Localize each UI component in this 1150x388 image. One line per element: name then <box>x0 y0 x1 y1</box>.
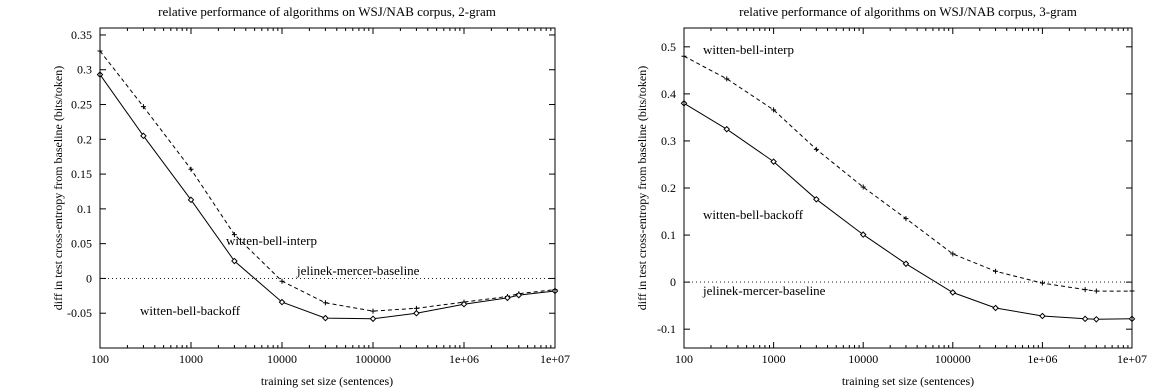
data-point-witten-bell-interp <box>813 146 819 152</box>
data-point-witten-bell-backoff <box>949 289 957 296</box>
y-tick-label: 0 <box>86 271 92 285</box>
y-tick-label: 0.3 <box>661 134 676 148</box>
series-line-witten-bell-backoff <box>99 74 556 320</box>
y-tick-label: 0.5 <box>661 40 676 54</box>
data-point-witten-bell-backoff <box>322 314 329 322</box>
plot-frame <box>99 27 556 349</box>
y-tick-label: -0.1 <box>657 322 676 336</box>
data-point-witten-bell-interp <box>1093 288 1099 294</box>
x-tick-label: 100000 <box>935 352 971 366</box>
y-tick-label: 0 <box>670 275 676 289</box>
data-point-witten-bell-backoff <box>413 309 420 317</box>
data-point-witten-bell-interp <box>724 76 730 82</box>
x-tick-label: 1e+06 <box>449 352 479 366</box>
y-tick-label: 0.25 <box>71 98 92 112</box>
label-jelinek-mercer-baseline: jelinek-mercer-baseline <box>296 263 420 278</box>
data-point-witten-bell-backoff <box>859 231 867 238</box>
data-point-witten-bell-backoff <box>504 294 511 302</box>
data-point-witten-bell-interp <box>279 278 285 284</box>
data-point-witten-bell-interp <box>771 107 777 113</box>
data-point-witten-bell-interp <box>370 308 376 314</box>
data-point-witten-bell-interp <box>860 184 866 190</box>
x-axis-label: training set size (sentences) <box>261 374 393 388</box>
y-tick-label: 0.1 <box>77 202 92 216</box>
y-tick-label: 0.35 <box>71 28 92 42</box>
y-axis-label: diff in test cross-entropy from baseline… <box>51 66 65 310</box>
y-tick-label: 0.15 <box>71 167 92 181</box>
data-point-witten-bell-backoff <box>1039 312 1046 320</box>
label-witten-bell-backoff: witten-bell-backoff <box>140 303 241 318</box>
data-point-witten-bell-interp <box>903 216 909 222</box>
y-tick-label: 0.3 <box>77 63 92 77</box>
data-point-witten-bell-interp <box>993 268 999 274</box>
data-point-witten-bell-backoff <box>460 300 468 308</box>
data-point-witten-bell-backoff <box>140 132 147 140</box>
y-tick-label: 0.4 <box>661 87 676 101</box>
chart-2gram: relative performance of algorithms on WS… <box>51 4 570 388</box>
data-point-witten-bell-backoff <box>770 158 777 165</box>
data-point-witten-bell-backoff <box>187 196 195 204</box>
data-point-witten-bell-interp <box>322 300 328 306</box>
data-point-witten-bell-interp <box>188 166 194 172</box>
x-tick-label: 1e+06 <box>1027 352 1057 366</box>
y-tick-label: 0.05 <box>71 237 92 251</box>
y-tick-label: 0.2 <box>77 132 92 146</box>
label-jelinek-mercer-baseline: jelinek-mercer-baseline <box>702 283 826 298</box>
data-point-witten-bell-backoff <box>723 125 731 133</box>
data-point-witten-bell-backoff <box>515 291 523 299</box>
data-point-witten-bell-backoff <box>278 298 286 306</box>
data-point-witten-bell-interp <box>1082 287 1088 293</box>
x-axis-label: training set size (sentences) <box>842 374 974 388</box>
data-point-witten-bell-backoff <box>231 257 238 265</box>
data-point-witten-bell-backoff <box>1081 315 1089 323</box>
data-point-witten-bell-backoff <box>369 315 377 323</box>
plot-frame <box>683 27 1133 349</box>
label-witten-bell-interp: witten-bell-interp <box>703 42 794 57</box>
y-tick-label: -0.05 <box>67 306 92 320</box>
x-tick-label: 100000 <box>355 352 391 366</box>
label-witten-bell-backoff: witten-bell-backoff <box>703 207 804 222</box>
label-witten-bell-interp: witten-bell-interp <box>226 233 317 248</box>
x-tick-label: 10000 <box>848 352 878 366</box>
data-point-witten-bell-interp <box>950 251 956 257</box>
x-tick-label: 1e+07 <box>540 352 570 366</box>
x-tick-label: 10000 <box>267 352 297 366</box>
x-tick-label: 100 <box>675 352 693 366</box>
data-point-witten-bell-interp <box>140 104 146 110</box>
data-point-witten-bell-backoff <box>902 260 910 268</box>
y-tick-label: 0.1 <box>661 228 676 242</box>
x-tick-label: 1000 <box>762 352 786 366</box>
x-tick-label: 1e+07 <box>1117 352 1147 366</box>
chart-3gram: relative performance of algorithms on WS… <box>635 4 1147 388</box>
chart-title: relative performance of algorithms on WS… <box>739 4 1077 19</box>
x-tick-label: 1000 <box>179 352 203 366</box>
data-point-witten-bell-backoff <box>813 195 820 203</box>
data-point-witten-bell-backoff <box>992 304 999 312</box>
data-point-witten-bell-backoff <box>1093 315 1100 323</box>
data-point-witten-bell-interp <box>231 232 237 238</box>
y-tick-label: 0.2 <box>661 181 676 195</box>
series-line-witten-bell-interp <box>683 55 1132 292</box>
x-tick-label: 100 <box>91 352 109 366</box>
data-point-witten-bell-interp <box>1039 280 1045 286</box>
y-axis-label: diff in test cross-entropy from baseline… <box>635 66 649 310</box>
chart-title: relative performance of algorithms on WS… <box>158 4 496 19</box>
